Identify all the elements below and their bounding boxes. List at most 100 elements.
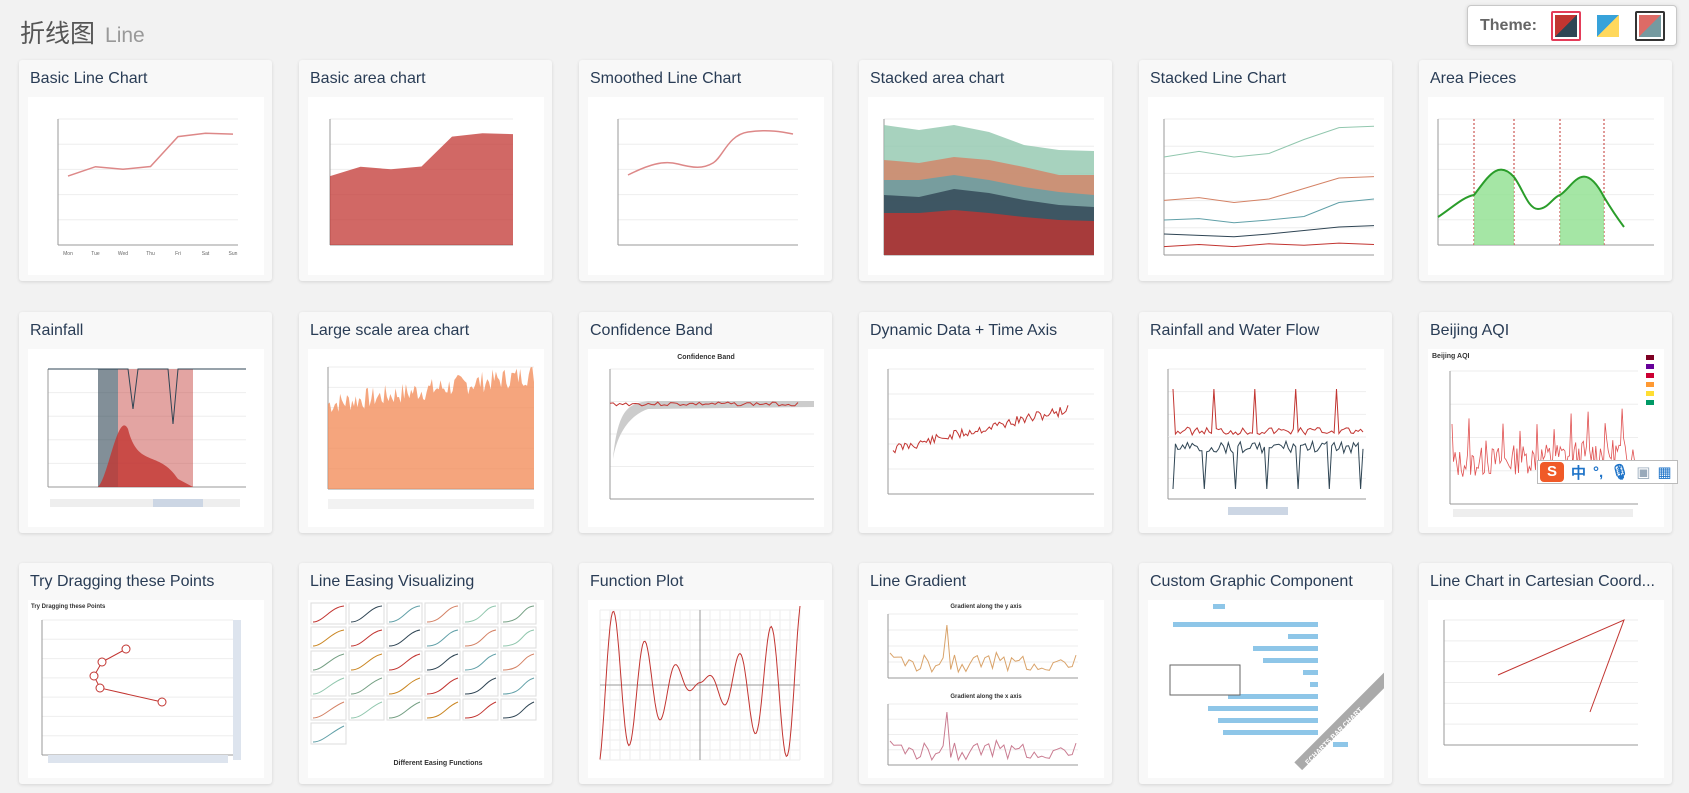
- easing-curve: [426, 653, 459, 671]
- sogou-logo-icon[interactable]: S: [1540, 462, 1564, 482]
- easing-cell: [424, 674, 461, 697]
- easing-cell: [348, 602, 385, 625]
- series-line: [609, 401, 799, 407]
- easing-curve: [502, 605, 535, 623]
- example-title[interactable]: Line Chart in Cartesian Coord...: [1430, 573, 1655, 590]
- example-title[interactable]: Smoothed Line Chart: [590, 70, 742, 87]
- example-thumbnail[interactable]: Try Dragging these Points: [28, 600, 264, 778]
- gradient-line-y: [889, 624, 1077, 674]
- mic-icon[interactable]: 🎙: [1610, 464, 1630, 481]
- example-thumbnail[interactable]: Different Easing Functions: [308, 600, 544, 778]
- example-card[interactable]: Smoothed Line Chart: [579, 60, 832, 281]
- bar: [1223, 730, 1318, 735]
- easing-curve: [350, 677, 383, 695]
- confidence-band: [613, 401, 814, 459]
- thumb-caption: Gradient along the y axis: [950, 604, 1022, 610]
- flow-line: [1172, 388, 1364, 437]
- example-thumbnail[interactable]: [1148, 349, 1384, 527]
- ime-toolbar[interactable]: S 中 °, 🎙 ▣ ▦: [1537, 460, 1678, 484]
- easing-curve: [312, 725, 345, 743]
- example-card[interactable]: Try Dragging these Points Try Dragging th…: [19, 563, 272, 784]
- flow-area: [98, 425, 193, 487]
- example-card[interactable]: Line Easing Visualizing Different Easing …: [299, 563, 552, 784]
- example-thumbnail[interactable]: [308, 349, 544, 527]
- legend-swatch: [1646, 382, 1654, 387]
- example-card[interactable]: Stacked Line Chart: [1139, 60, 1392, 281]
- skin-icon[interactable]: ▣: [1636, 464, 1651, 481]
- example-thumbnail[interactable]: Beijing AQI: [1428, 349, 1664, 527]
- example-card[interactable]: Basic area chart: [299, 60, 552, 281]
- example-title[interactable]: Area Pieces: [1430, 70, 1517, 87]
- example-card[interactable]: Function Plot: [579, 563, 832, 784]
- example-thumbnail[interactable]: [1148, 97, 1384, 275]
- example-title[interactable]: Stacked area chart: [870, 70, 1005, 87]
- thumbnail-chart: ECHARTS BAR CHART: [1169, 604, 1384, 771]
- grid-icon[interactable]: ▦: [1657, 464, 1672, 481]
- example-thumbnail[interactable]: [28, 349, 264, 527]
- example-thumbnail[interactable]: [308, 97, 544, 275]
- easing-cell: [348, 674, 385, 697]
- example-title[interactable]: Stacked Line Chart: [1150, 70, 1287, 87]
- example-thumbnail[interactable]: [868, 97, 1104, 275]
- example-thumbnail[interactable]: [1428, 97, 1664, 275]
- bar: [1228, 694, 1318, 699]
- thumbnail-chart: Mon Tue Wed Thu Fri Sat Sun: [57, 118, 238, 257]
- example-card[interactable]: Custom Graphic Component ECHARTS BAR CHAR…: [1139, 563, 1392, 784]
- example-card[interactable]: Area Pieces: [1419, 60, 1672, 281]
- example-thumbnail[interactable]: [868, 349, 1104, 527]
- ime-mode-toggle[interactable]: 中: [1571, 464, 1587, 482]
- easing-curve: [426, 677, 459, 695]
- example-thumbnail[interactable]: Mon Tue Wed Thu Fri Sat Sun: [28, 97, 264, 275]
- easing-curve: [502, 701, 535, 719]
- example-thumbnail[interactable]: [1428, 600, 1664, 778]
- bar: [1208, 706, 1318, 711]
- example-card[interactable]: Stacked area chart: [859, 60, 1112, 281]
- example-title[interactable]: Confidence Band: [590, 322, 713, 339]
- example-title[interactable]: Dynamic Data + Time Axis: [870, 322, 1058, 339]
- example-card[interactable]: Line Gradient Gradient along the y axis Gr…: [859, 563, 1112, 784]
- theme-option-light[interactable]: [1593, 11, 1623, 41]
- example-title[interactable]: Line Gradient: [870, 573, 967, 590]
- easing-cell: [424, 650, 461, 673]
- example-thumbnail[interactable]: Confidence Band: [588, 349, 824, 527]
- stack-line: [1163, 225, 1375, 238]
- example-title[interactable]: Line Easing Visualizing: [310, 573, 475, 590]
- example-card[interactable]: Rainfall: [19, 312, 272, 533]
- example-title[interactable]: Large scale area chart: [310, 322, 470, 339]
- example-card[interactable]: Dynamic Data + Time Axis: [859, 312, 1112, 533]
- theme-option-dark[interactable]: [1634, 10, 1665, 41]
- example-title[interactable]: Try Dragging these Points: [30, 573, 215, 590]
- example-thumbnail[interactable]: [588, 97, 824, 275]
- easing-cell: [500, 698, 537, 721]
- example-title[interactable]: Custom Graphic Component: [1150, 573, 1353, 590]
- example-title[interactable]: Basic Line Chart: [30, 70, 148, 87]
- example-title[interactable]: Beijing AQI: [1430, 322, 1510, 339]
- example-card[interactable]: Confidence Band Confidence Band: [579, 312, 832, 533]
- easing-curve: [350, 629, 383, 647]
- example-thumbnail[interactable]: ECHARTS BAR CHART: [1148, 600, 1384, 778]
- example-title[interactable]: Basic area chart: [310, 70, 426, 87]
- example-thumbnail[interactable]: [588, 600, 824, 778]
- example-card[interactable]: Basic Line Chart Mon Tue Wed Thu Fri Sat Sun: [19, 60, 272, 281]
- easing-curve: [464, 605, 497, 623]
- example-card[interactable]: Rainfall and Water Flow: [1139, 312, 1392, 533]
- example-title[interactable]: Rainfall: [30, 322, 84, 339]
- example-title[interactable]: Function Plot: [590, 573, 684, 590]
- example-card[interactable]: Large scale area chart: [299, 312, 552, 533]
- example-title[interactable]: Rainfall and Water Flow: [1150, 322, 1320, 339]
- drag-point: [95, 683, 105, 693]
- thumbnail-chart: [47, 368, 246, 507]
- easing-cell: [500, 602, 537, 625]
- example-thumbnail[interactable]: Gradient along the y axis Gradient along …: [868, 600, 1104, 778]
- thumbnail-chart: [329, 118, 513, 246]
- thumbnail-chart: [887, 368, 1094, 495]
- page-header: 折线图 Line: [20, 14, 145, 50]
- example-card[interactable]: Line Chart in Cartesian Coord...: [1419, 563, 1672, 784]
- example-card[interactable]: Beijing AQI Beijing AQI: [1419, 312, 1672, 533]
- area-fill: [330, 133, 513, 245]
- series-line: [1437, 168, 1625, 228]
- thumbnail-chart: Try Dragging these Points: [31, 604, 241, 763]
- stack-line: [1163, 125, 1375, 158]
- ime-punctuation-toggle[interactable]: °,: [1593, 463, 1604, 481]
- theme-option-default[interactable]: [1550, 10, 1581, 41]
